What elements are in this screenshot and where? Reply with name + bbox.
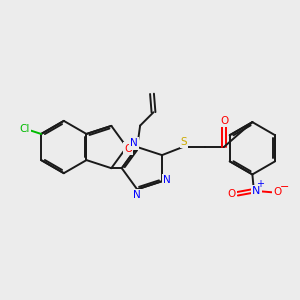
Text: O: O	[227, 189, 236, 199]
Text: −: −	[280, 182, 289, 192]
Text: N: N	[163, 175, 170, 185]
Text: N: N	[130, 139, 137, 148]
Text: S: S	[181, 137, 187, 147]
Text: O: O	[220, 116, 228, 126]
Text: Cl: Cl	[20, 124, 30, 134]
Text: O: O	[124, 143, 132, 154]
Text: N: N	[133, 190, 141, 200]
Text: N: N	[252, 186, 260, 196]
Text: +: +	[256, 179, 264, 189]
Text: O: O	[274, 187, 282, 197]
